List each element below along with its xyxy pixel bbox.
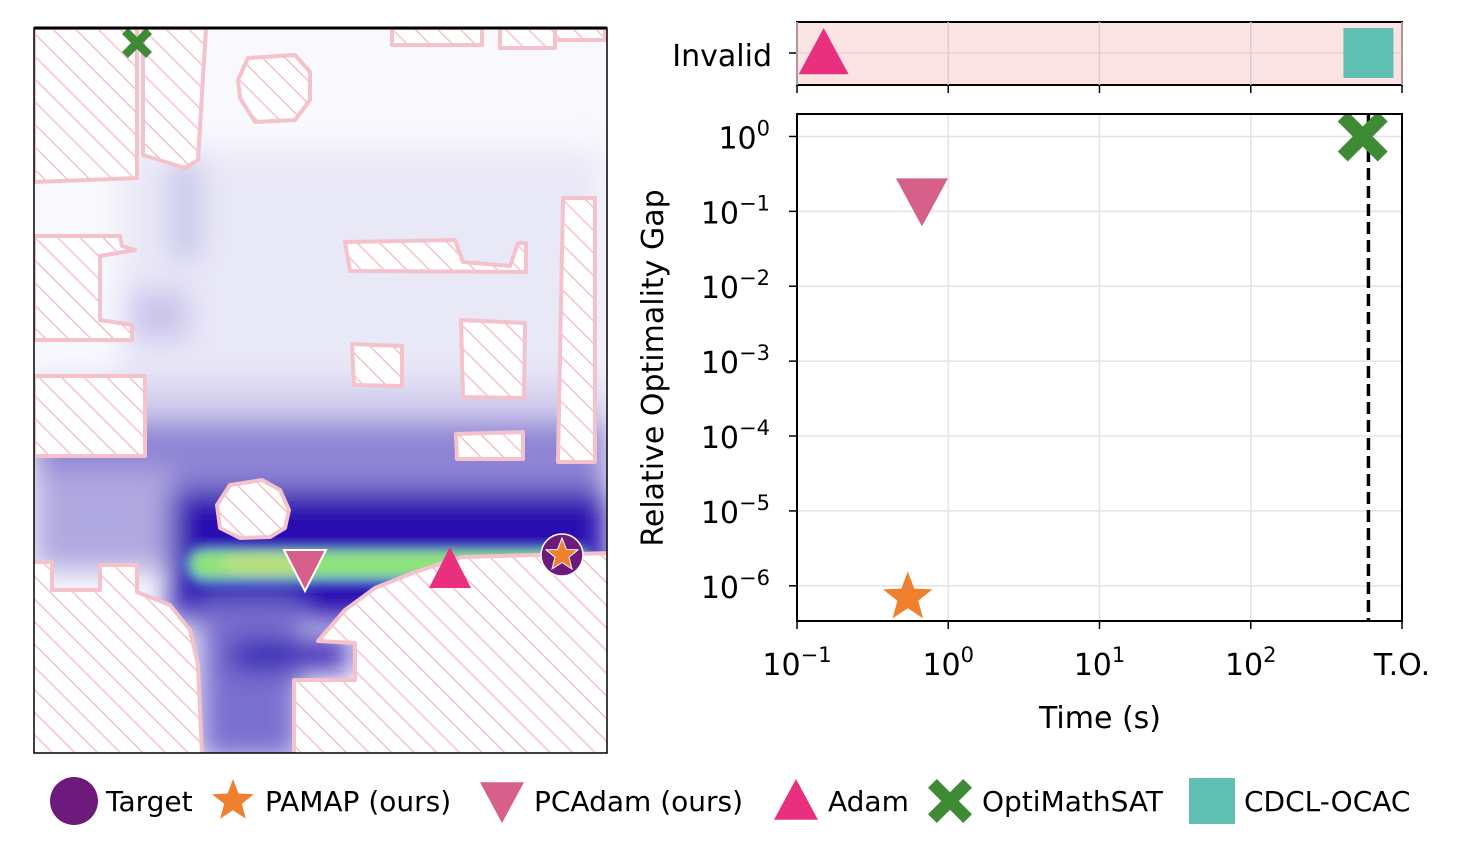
- legend-item: CDCL-OCAC: [1189, 778, 1410, 824]
- obstacle: [141, 28, 208, 170]
- optimathsat-marker: [122, 28, 152, 58]
- legend-item: Target: [50, 777, 193, 825]
- pamap-marker: [544, 536, 580, 571]
- legend-label: Adam: [828, 785, 909, 818]
- x-tick-label: T.O.: [1373, 648, 1430, 683]
- adam-marker: [429, 547, 471, 588]
- optimathsat-point: [1337, 114, 1388, 162]
- cdcl-ocac-invalid-point: [1343, 28, 1394, 78]
- invalid-panel: Invalid: [672, 21, 1403, 86]
- triangle-down-icon: [480, 782, 524, 823]
- obstacle: [215, 478, 291, 540]
- x-tick-label: 10−1: [762, 643, 831, 683]
- y-tick-label: 10−6: [701, 566, 770, 606]
- obstacle: [454, 430, 525, 461]
- x-tick-label: 101: [1074, 643, 1126, 683]
- legend-label: PCAdam (ours): [534, 785, 743, 818]
- legend-item: PCAdam (ours): [480, 782, 743, 823]
- star-icon: [212, 779, 254, 819]
- obstacle: [34, 374, 147, 458]
- y-tick-label: 10−2: [701, 266, 770, 306]
- obstacle: [343, 238, 528, 274]
- obstacle: [236, 53, 312, 124]
- obstacle: [556, 196, 597, 464]
- y-tick-label: 10−3: [701, 341, 770, 381]
- legend-item: Adam: [774, 779, 909, 820]
- x-icon: [928, 779, 972, 823]
- y-tick-label: 10−4: [701, 416, 770, 456]
- pcadam-marker: [282, 549, 328, 594]
- legend-label: PAMAP (ours): [265, 785, 451, 818]
- y-axis-label: Relative Optimality Gap: [636, 189, 671, 546]
- invalid-label: Invalid: [672, 39, 772, 74]
- y-tick-label: 10−5: [701, 491, 770, 531]
- legend-label: Target: [105, 785, 193, 818]
- x-axis-label: Time (s): [1038, 701, 1161, 736]
- x-tick-label: 100: [922, 643, 974, 683]
- pamap-ours-point: [883, 571, 933, 619]
- obstacle: [34, 28, 139, 184]
- map-panel: [34, 28, 607, 753]
- x-tick-label: 102: [1225, 643, 1277, 683]
- adam-invalid-point: [798, 28, 849, 75]
- obstacle: [34, 234, 137, 342]
- gap-plot: 10−1 100 101 102 T.O. 100 10−1 10−2 10−3 10−4 10−…: [636, 85, 1430, 736]
- legend-item: PAMAP (ours): [212, 779, 451, 819]
- circle-icon: [50, 777, 98, 825]
- pcadam-ours-point: [895, 178, 948, 227]
- legend-label: OptiMathSAT: [982, 785, 1164, 818]
- obstacle: [292, 551, 607, 753]
- obstacles: [34, 28, 607, 753]
- obstacle: [390, 28, 484, 47]
- obstacle: [350, 342, 404, 388]
- legend-label: CDCL-OCAC: [1244, 785, 1410, 818]
- map-markers: [122, 28, 584, 594]
- y-tick-label: 100: [718, 116, 770, 156]
- obstacle: [34, 560, 204, 753]
- obstacle: [498, 28, 557, 50]
- y-tick-label: 10−1: [701, 191, 770, 231]
- obstacle: [459, 318, 527, 400]
- square-icon: [1189, 778, 1235, 824]
- legend: Target PAMAP (ours) PCAdam (ours) Adam OptiM…: [50, 777, 1410, 825]
- legend-item: OptiMathSAT: [928, 779, 1164, 823]
- obstacle: [553, 28, 607, 42]
- triangle-up-icon: [774, 779, 818, 820]
